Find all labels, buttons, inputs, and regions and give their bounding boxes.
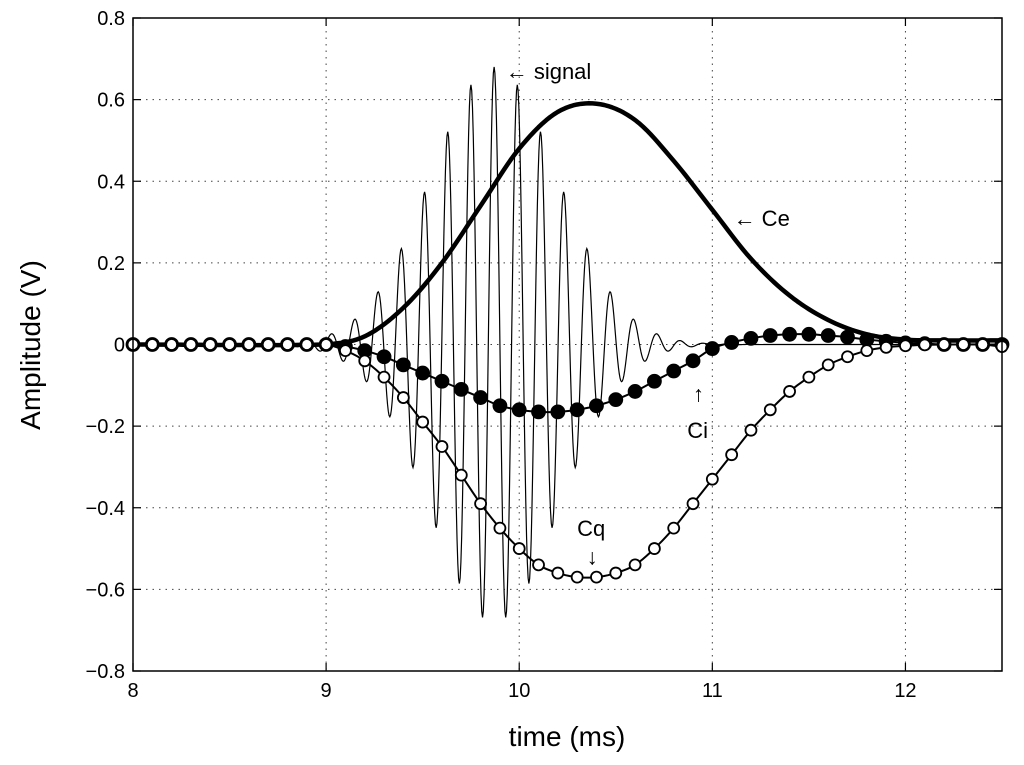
series-cq-point [570, 570, 584, 584]
series-cq-point [609, 566, 623, 580]
y-tick-label: −0.2 [86, 416, 125, 438]
annotation: Ci [687, 418, 708, 443]
series-ci-point [782, 326, 797, 342]
series-cq-point [165, 338, 179, 351]
series-cq-point [377, 370, 391, 384]
series-cq-point [763, 403, 777, 417]
series-ci-point [647, 373, 662, 389]
series-cq-point [628, 558, 642, 572]
x-tick-label: 11 [702, 680, 723, 702]
series-cq-point [416, 415, 430, 429]
x-tick-label: 9 [321, 680, 332, 702]
y-tick-label: 0 [114, 335, 125, 357]
series-ci-point [395, 357, 411, 373]
series-cq-point [667, 521, 681, 535]
series-ci-point [724, 335, 740, 350]
series-ci-point [589, 398, 604, 414]
series-cq-point [300, 338, 314, 351]
annotations: ← signal ← Ce ↑ Ci Cq ↓ [506, 59, 790, 570]
series-cq-point [551, 566, 565, 580]
y-tick-label: −0.6 [86, 579, 125, 601]
series-ci-point [840, 329, 855, 345]
series-layer [125, 66, 1010, 618]
series-cq-point [744, 423, 758, 437]
series-cq-point [261, 338, 275, 351]
x-tick-label: 8 [127, 680, 138, 702]
annotation: Cq [577, 516, 605, 541]
series-ci-point [743, 330, 759, 346]
series-ci-point [627, 384, 643, 399]
series-ci-point [801, 326, 817, 342]
series-cq-line [133, 343, 1003, 579]
series-cq-point [474, 497, 488, 511]
series-cq-point [203, 338, 217, 351]
annotation: ↓ [587, 545, 598, 570]
series-cq-point [358, 354, 372, 368]
series-cq-point [145, 338, 159, 351]
series-cq-point [937, 338, 951, 351]
series-cq-point [899, 339, 912, 353]
series-ci-point [473, 390, 489, 405]
series-ci-point [685, 353, 701, 369]
series-cq-point [705, 472, 719, 486]
series-cq-point [319, 338, 333, 351]
series-ci-point [704, 341, 720, 356]
series-cq-point [918, 338, 932, 352]
y-tick-label: 0.4 [97, 171, 125, 193]
series-cq-point [879, 340, 893, 354]
series-ci-point [434, 373, 450, 389]
annotation: ← signal [506, 59, 592, 84]
x-tick-label: 10 [508, 680, 530, 702]
series-ci-point [453, 381, 469, 397]
series-cq-point [686, 497, 700, 511]
series-ci-point [511, 402, 527, 418]
x-tick-label: 12 [894, 680, 916, 702]
series-cq-point [339, 344, 352, 358]
y-tick-label: 0.8 [97, 8, 125, 30]
y-tick-label: 0.2 [97, 253, 125, 275]
annotation: ↑ [693, 381, 704, 406]
y-tick-label: −0.4 [86, 498, 125, 520]
series-cq-point [454, 468, 468, 482]
series-cq-point [184, 338, 198, 351]
series-ci-point [531, 404, 546, 420]
series-cq-point [783, 385, 796, 398]
series-cq-point [396, 391, 410, 404]
series-ci-point [492, 398, 508, 414]
annotation: ← Ce [734, 206, 790, 231]
series-ci-point [376, 349, 392, 365]
series-cq-point [281, 338, 294, 351]
series-cq-point [512, 542, 526, 555]
series-cq-point [821, 358, 835, 372]
series-cq-point [242, 338, 256, 351]
y-tick-label: 0.6 [97, 90, 125, 112]
series-cq-point [493, 521, 507, 535]
series-ci-point [859, 332, 875, 348]
series-cq-point [223, 338, 236, 351]
series-cq-point [956, 338, 970, 351]
series-ci-point [550, 404, 566, 420]
series-ci-point [608, 392, 624, 407]
x-axis-title: time (ms) [509, 721, 626, 752]
series-ci-point [569, 402, 585, 418]
plot-frame [132, 17, 1003, 672]
series-cq-point [648, 542, 661, 555]
series-ci-point [415, 365, 431, 381]
tick-labels: 8 9 10 11 12 −0.8 −0.6 −0.4 −0.2 0 0.2 0.4 0.6 0.8 [86, 8, 917, 702]
series-cq-point [435, 440, 449, 453]
series-cq-point [841, 350, 854, 364]
series-ci-point [666, 363, 682, 379]
series-ci-point [762, 328, 778, 343]
y-tick-label: −0.8 [86, 661, 125, 683]
series-cq-point [860, 344, 874, 358]
series-cq-point [725, 448, 739, 462]
y-axis-title: Amplitude (V) [15, 260, 46, 430]
series-cq-point [976, 338, 990, 351]
series-cq-point [532, 558, 545, 572]
series-ci-point [820, 328, 836, 343]
series-cq-point [802, 370, 816, 384]
series-cq-point [590, 570, 603, 584]
